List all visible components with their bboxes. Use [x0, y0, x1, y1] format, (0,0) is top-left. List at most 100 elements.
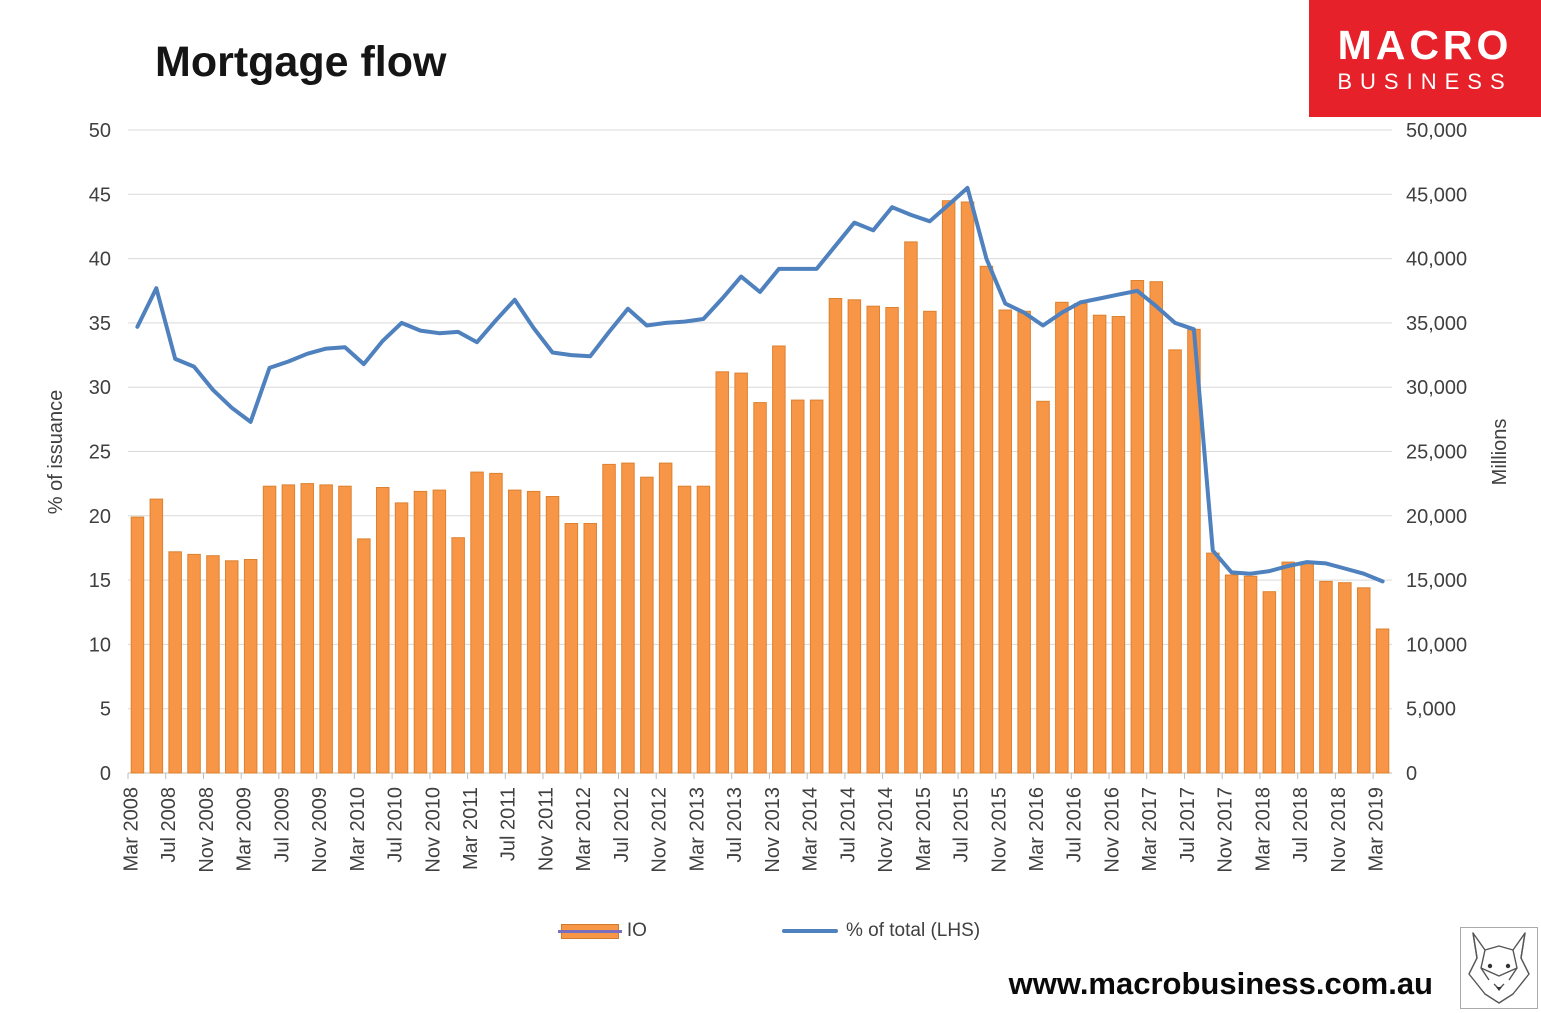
x-axis-label: Mar 2010 [347, 787, 369, 872]
x-axis-label: Mar 2018 [1252, 787, 1274, 872]
io-bar [1149, 281, 1163, 774]
x-axis-label: Nov 2017 [1215, 787, 1237, 873]
io-bar [772, 345, 786, 774]
io-bar [960, 201, 975, 774]
logo-text-business: BUSINESS [1337, 68, 1513, 94]
left-axis-tick-label: 20 [89, 506, 111, 528]
io-bar [696, 485, 711, 774]
io-bar [130, 516, 145, 774]
io-bar [809, 399, 824, 774]
io-bar [1224, 574, 1239, 774]
left-axis-tick-label: 0 [100, 763, 111, 785]
io-bar [376, 487, 390, 774]
io-bar [677, 485, 692, 774]
right-axis-tick-label: 50,000 [1406, 120, 1467, 142]
io-bar [1017, 310, 1031, 774]
legend-item-percent-of-total: % of total (LHS) [781, 920, 980, 942]
right-axis-tick-label: 0 [1406, 763, 1417, 785]
x-axis-label: Mar 2019 [1366, 787, 1388, 872]
legend-io-label: IO [626, 920, 647, 941]
io-bar [847, 299, 862, 774]
x-axis-label: Nov 2008 [196, 787, 218, 873]
io-bar [1338, 582, 1352, 774]
io-bar [281, 484, 296, 774]
left-axis-tick-label: 25 [89, 442, 111, 464]
left-axis-tick-label: 50 [89, 120, 111, 142]
io-bar [413, 490, 428, 774]
x-axis-label: Mar 2015 [913, 787, 935, 872]
io-bar [451, 537, 465, 774]
fox-sketch-icon [1468, 932, 1530, 1004]
left-axis-tick-label: 45 [89, 184, 111, 206]
chart-legend: IO % of total (LHS) [0, 920, 1541, 942]
x-axis-label: Mar 2008 [120, 787, 142, 872]
io-bar [1300, 562, 1314, 774]
io-bar [432, 489, 447, 774]
io-bar [206, 555, 220, 774]
io-bar [715, 371, 729, 774]
x-axis-label: Nov 2014 [875, 787, 897, 873]
x-axis-label: Mar 2016 [1026, 787, 1048, 872]
left-axis-tick-label: 40 [89, 249, 111, 271]
io-bar [357, 538, 371, 774]
right-axis-tick-label: 15,000 [1406, 570, 1467, 592]
io-bar [508, 489, 522, 774]
x-axis-label: Mar 2013 [686, 787, 708, 872]
io-bar [583, 523, 597, 774]
right-axis-tick-label: 10,000 [1406, 634, 1467, 656]
right-axis-tick-label: 30,000 [1406, 377, 1467, 399]
io-bar [1319, 580, 1333, 774]
io-bar [526, 490, 541, 774]
io-bar [1036, 400, 1050, 774]
io-bar-swatch [557, 923, 622, 939]
x-axis-label: Jul 2010 [385, 787, 407, 863]
io-bar [243, 559, 258, 774]
right-axis-tick-label: 45,000 [1406, 184, 1467, 206]
website-url: www.macrobusiness.com.au [1008, 966, 1433, 1001]
x-axis-label: Jul 2012 [611, 787, 633, 863]
x-axis-label: Mar 2014 [800, 787, 822, 872]
io-bar [1055, 301, 1069, 774]
io-bar [979, 265, 994, 774]
io-bar [1130, 280, 1145, 774]
x-axis-label: Nov 2016 [1101, 787, 1123, 873]
io-bar [828, 298, 843, 774]
io-bar [564, 523, 579, 774]
io-bar [885, 307, 899, 774]
left-axis-tick-label: 5 [100, 699, 111, 721]
io-swatch-line [557, 929, 622, 933]
right-axis-tick-label: 20,000 [1406, 506, 1467, 528]
io-bar [923, 310, 937, 774]
x-axis-label: Nov 2018 [1328, 787, 1350, 873]
io-bar [1375, 628, 1390, 774]
x-axis-label: Mar 2012 [573, 787, 595, 872]
macrobusiness-logo: MACRO BUSINESS [1309, 0, 1541, 117]
x-axis-label: Jul 2014 [837, 787, 859, 863]
percent-of-total-line [135, 185, 1385, 584]
io-bar [1111, 316, 1126, 774]
x-axis-label: Jul 2011 [498, 787, 520, 861]
right-axis-tick-label: 25,000 [1406, 442, 1467, 464]
io-bar [1357, 587, 1371, 774]
io-bar [602, 463, 616, 774]
left-axis-tick-label: 30 [89, 377, 111, 399]
x-axis-label: Nov 2013 [762, 787, 784, 873]
io-bar [904, 241, 918, 774]
x-axis-label: Nov 2010 [422, 787, 444, 873]
io-bar [545, 496, 560, 774]
percent-line-swatch [781, 929, 838, 933]
chart-title: Mortgage flow [155, 38, 447, 86]
logo-text-macro: MACRO [1337, 21, 1513, 68]
right-axis-tick-label: 40,000 [1406, 249, 1467, 271]
io-bar [1092, 314, 1107, 774]
x-axis-label: Jul 2008 [158, 787, 180, 863]
io-bar [225, 560, 239, 774]
io-bar [753, 402, 767, 774]
x-axis-label: Jul 2009 [271, 787, 293, 863]
x-axis-label: Nov 2011 [536, 787, 558, 871]
x-axis-label: Nov 2012 [649, 787, 671, 873]
io-bar [262, 485, 277, 774]
io-bar [319, 484, 333, 774]
x-axis-label: Mar 2017 [1139, 787, 1161, 872]
fox-logo-image [1460, 927, 1538, 1009]
